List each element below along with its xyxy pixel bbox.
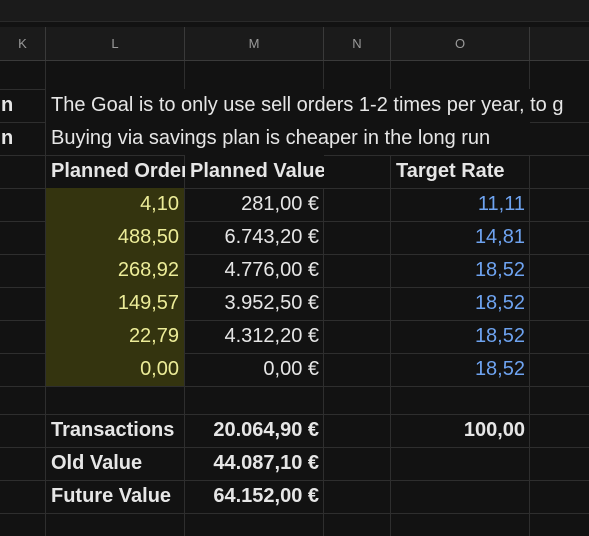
cell-header-target-rate[interactable]: Target Rate <box>396 160 505 182</box>
cell-planned-orders[interactable]: 149,57 <box>46 287 184 320</box>
cell-l-note2[interactable]: Buying via savings plan is cheaper in th… <box>46 122 530 155</box>
cell-planned-value[interactable]: 0,00 € <box>263 358 319 380</box>
cell-k-note2[interactable]: n <box>1 127 14 149</box>
cell-l-note1[interactable]: The Goal is to only use sell orders 1-2 … <box>46 89 589 122</box>
cell-planned-orders[interactable]: 22,79 <box>46 320 184 353</box>
column-header-o[interactable]: O <box>391 27 530 60</box>
cell-target-rate[interactable]: 18,52 <box>474 259 525 281</box>
column-header-bar: K L M N O <box>0 27 589 61</box>
cell-target-rate[interactable]: 18,52 <box>474 292 525 314</box>
cell-header-planned-value[interactable]: Planned Value <box>185 155 324 188</box>
cell-planned-value[interactable]: 4.776,00 € <box>224 259 319 281</box>
cell-target-rate[interactable]: 18,52 <box>474 325 525 347</box>
cell-planned-value[interactable]: 3.952,50 € <box>224 292 319 314</box>
cell-transactions-label[interactable]: Transactions <box>51 419 175 441</box>
top-strip <box>0 0 589 22</box>
cell-target-rate[interactable]: 18,52 <box>474 358 525 380</box>
column-header-m[interactable]: M <box>185 27 324 60</box>
cell-old-value[interactable]: 44.087,10 € <box>213 452 319 474</box>
cell-planned-orders[interactable]: 268,92 <box>46 254 184 287</box>
cell-planned-value[interactable]: 4.312,20 € <box>224 325 319 347</box>
cell-k-note1[interactable]: n <box>1 94 14 116</box>
column-header-n[interactable]: N <box>324 27 391 60</box>
column-header-k[interactable]: K <box>0 27 46 60</box>
cell-planned-orders[interactable]: 4,10 <box>46 188 184 221</box>
cell-target-rate[interactable]: 14,81 <box>474 226 525 248</box>
spreadsheet-grid: n The Goal is to only use sell orders 1-… <box>0 61 589 536</box>
cell-planned-value[interactable]: 6.743,20 € <box>224 226 319 248</box>
column-header-l[interactable]: L <box>46 27 185 60</box>
cell-future-value[interactable]: 64.152,00 € <box>213 485 319 507</box>
cell-planned-value[interactable]: 281,00 € <box>241 193 319 215</box>
cell-transactions-rate[interactable]: 100,00 <box>463 419 525 441</box>
column-header-p[interactable] <box>530 27 589 60</box>
cell-header-planned-orders[interactable]: Planned Orders <box>51 160 185 182</box>
cell-planned-orders[interactable]: 488,50 <box>46 221 184 254</box>
cell-target-rate[interactable]: 11,11 <box>477 193 525 215</box>
cell-planned-orders[interactable]: 0,00 <box>46 353 184 386</box>
cell-future-value-label[interactable]: Future Value <box>51 485 172 507</box>
cell-old-value-label[interactable]: Old Value <box>51 452 143 474</box>
cell-transactions-value[interactable]: 20.064,90 € <box>213 419 319 441</box>
